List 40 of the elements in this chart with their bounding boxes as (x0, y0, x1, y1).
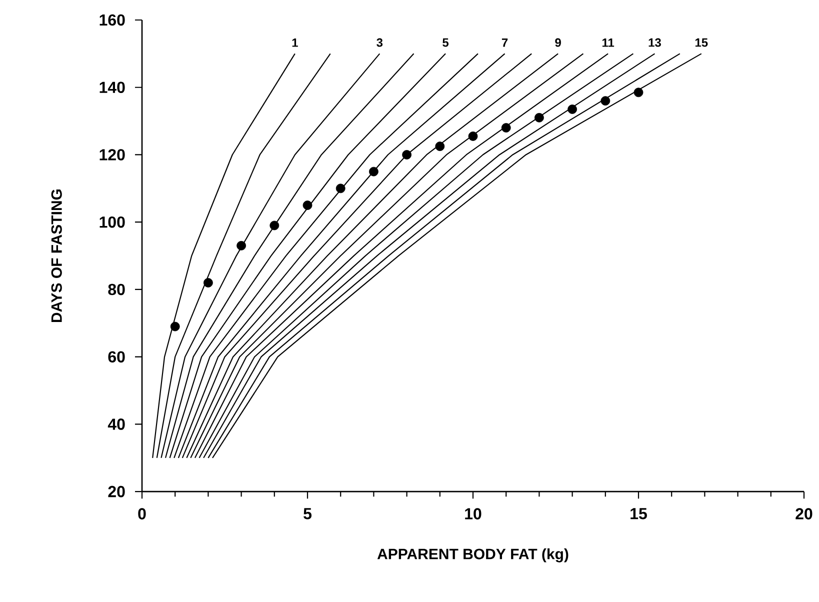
point (435, 142, 445, 152)
series-label: 13 (648, 38, 661, 47)
x-tick-label: 10 (465, 508, 482, 520)
point (568, 104, 578, 114)
y-tick-label: 120 (100, 149, 125, 160)
series-label: 9 (555, 38, 561, 47)
point (402, 150, 412, 160)
point (204, 278, 213, 288)
series-label: 1 (292, 38, 298, 47)
y-tick-label: 160 (100, 14, 125, 26)
point (170, 322, 180, 332)
y-tick-label: 20 (108, 486, 125, 498)
y-axis-title: DAYS OF FASTING (51, 189, 62, 322)
y-tick-label: 60 (108, 351, 125, 363)
series-label: 15 (695, 38, 708, 47)
line-series (152, 53, 296, 458)
point (270, 220, 280, 230)
point (600, 96, 610, 106)
x-tick-label: 15 (630, 508, 647, 520)
point (302, 200, 312, 210)
point (369, 166, 378, 176)
point (236, 240, 246, 250)
point (534, 112, 544, 122)
y-tick-label: 40 (108, 418, 125, 430)
y-tick-label: 140 (100, 82, 125, 94)
x-tick-label: 5 (304, 508, 312, 520)
y-tick-label: 80 (108, 284, 125, 296)
point (634, 88, 644, 98)
point (501, 123, 511, 132)
series-label: 3 (376, 38, 383, 47)
series-label: 11 (602, 38, 614, 47)
point (468, 132, 478, 141)
x-tick-label: 0 (138, 508, 146, 520)
point (336, 184, 346, 194)
y-tick-label: 100 (100, 216, 125, 228)
x-axis-title: APPARENT BODY FAT (kg) (377, 548, 568, 562)
x-tick-label: 20 (796, 508, 812, 520)
series-label: 5 (442, 38, 449, 47)
line-series (156, 53, 331, 458)
series-label: 7 (502, 38, 508, 47)
